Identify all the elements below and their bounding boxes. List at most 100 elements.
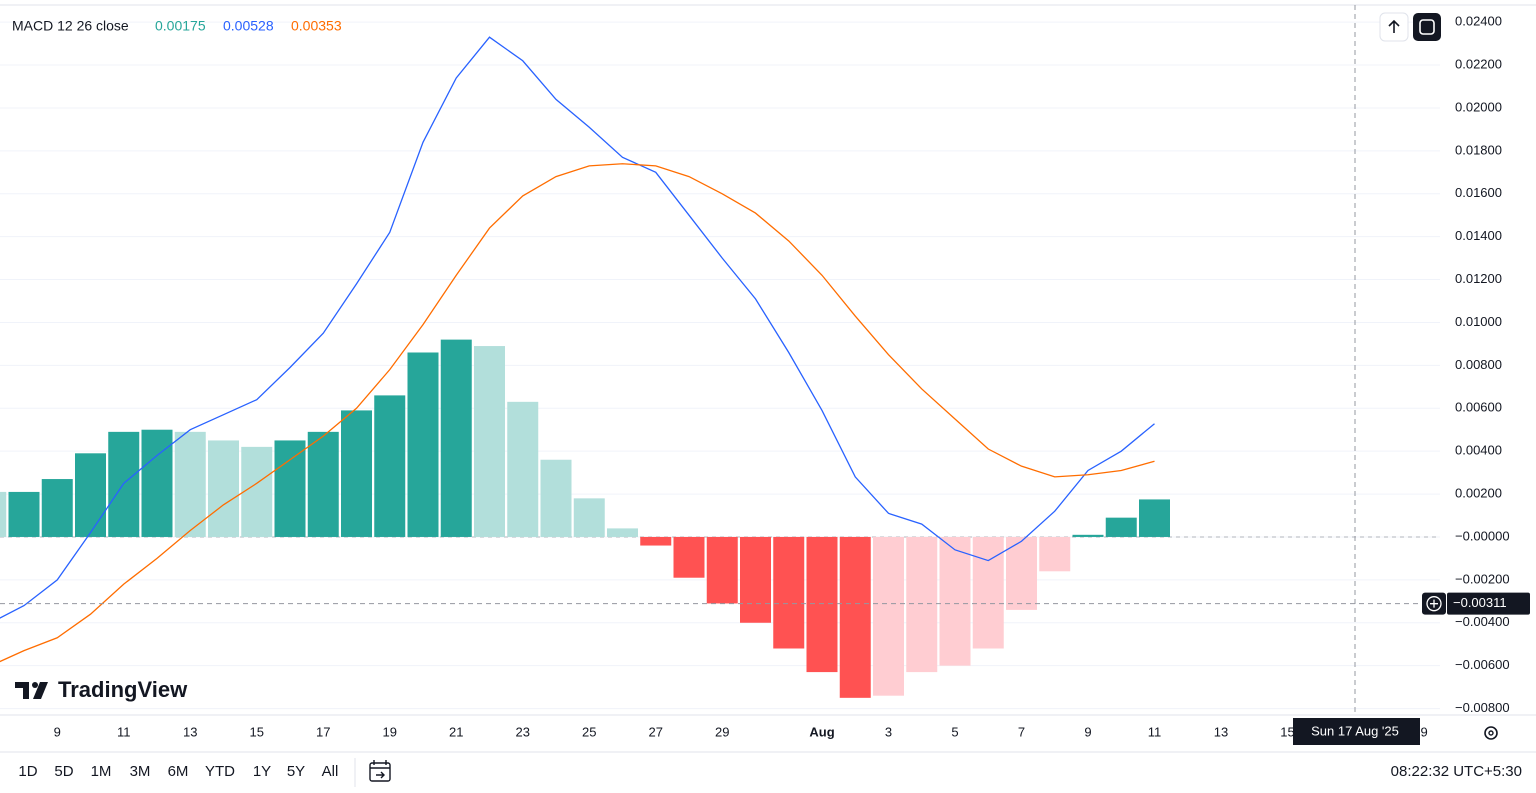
legend-value: 0.00353	[291, 18, 342, 34]
range-button[interactable]: 6M	[168, 763, 189, 780]
legend-value: 0.00175	[155, 18, 206, 34]
y-tick-label: 0.02200	[1455, 56, 1502, 71]
histogram-bar	[1072, 534, 1104, 537]
histogram-bar	[939, 536, 971, 666]
range-button[interactable]: 1M	[91, 763, 112, 780]
crosshair-date-label: Sun 17 Aug '25	[1311, 723, 1399, 738]
clock: 08:22:32 UTC+5:30	[1391, 763, 1522, 780]
crosshair-date-box	[1293, 718, 1420, 745]
y-tick-label: 0.01400	[1455, 228, 1502, 243]
histogram-bar	[75, 453, 106, 537]
histogram-bar	[208, 440, 239, 537]
histogram-bar	[440, 339, 472, 537]
x-tick-label: 27	[649, 724, 663, 739]
grid	[0, 21, 1440, 710]
crosshair-y-label-box	[1447, 592, 1530, 615]
histogram-bar	[906, 536, 938, 673]
y-tick-label: 0.02000	[1455, 99, 1502, 114]
y-tick-label: 0.00400	[1455, 443, 1502, 458]
line-series	[0, 36, 1155, 619]
y-tick-label: 0.01600	[1455, 185, 1502, 200]
x-tick-label: 11	[117, 724, 131, 739]
range-button[interactable]: 5Y	[287, 763, 305, 780]
x-tick-label: 17	[316, 724, 330, 739]
toolbar: 08:22:32 UTC+5:30 1D 5D 1M 3M 6M YTD 1Y 5Y All	[18, 763, 1522, 780]
histogram-bar	[341, 410, 372, 537]
crosshair-plus-icon	[1426, 596, 1442, 612]
histogram-bar	[1139, 499, 1170, 537]
y-tick-label: −0.00600	[1455, 657, 1510, 672]
histogram-bar	[740, 536, 771, 623]
histogram-bar	[1039, 536, 1071, 572]
settings-button[interactable]	[1484, 726, 1498, 740]
legend-value: 0.00528	[223, 18, 274, 34]
line-series	[0, 163, 1155, 663]
histogram-bar	[573, 498, 605, 537]
pane-buttons	[1379, 12, 1441, 42]
histogram-bar	[1105, 517, 1137, 537]
histogram-bar	[706, 536, 738, 604]
legend-title: MACD 12 26 close	[12, 18, 129, 34]
x-tick-label: 23	[516, 724, 530, 739]
scroll-up-button[interactable]	[1379, 12, 1409, 42]
logo	[32, 682, 38, 688]
histogram-bar	[839, 536, 871, 698]
histogram-bar	[806, 536, 838, 673]
histogram-bar	[41, 479, 73, 537]
x-tick-label: 11	[1148, 724, 1162, 739]
y-tick-label: −0.00000	[1455, 528, 1510, 543]
y-tick-label: 0.00200	[1455, 486, 1502, 501]
y-tick-label: 0.01200	[1455, 271, 1502, 286]
x-tick-label: 19	[383, 724, 397, 739]
histogram-bar	[873, 536, 904, 696]
histogram-bar	[607, 528, 638, 537]
range-button[interactable]: All	[322, 763, 339, 780]
y-tick-label: 0.01800	[1455, 142, 1502, 157]
histogram-bar	[241, 446, 273, 537]
histogram-bar	[174, 431, 206, 537]
x-tick-label: 3	[885, 724, 892, 739]
histogram-bar	[972, 536, 1004, 649]
histogram-bar	[540, 459, 572, 537]
histogram-bar	[1006, 536, 1037, 610]
range-button[interactable]: 3M	[130, 763, 151, 780]
histogram-bar	[474, 346, 505, 537]
x-tick-label: 5	[951, 724, 958, 739]
histogram-bar	[507, 401, 539, 537]
x-tick-label: 25	[582, 724, 596, 739]
x-tick-label: 7	[1018, 724, 1025, 739]
histogram-bar	[274, 440, 306, 537]
x-tick-label: 13	[183, 724, 197, 739]
plot-area	[0, 36, 1170, 698]
y-tick-label: −0.00400	[1455, 614, 1510, 629]
histogram-bar	[8, 491, 40, 537]
y-tick-label: 0.00800	[1455, 357, 1502, 372]
x-tick-label: 21	[449, 724, 463, 739]
crosshair-y-label: −0.00311	[1453, 595, 1507, 610]
overlay: 0.02400 0.02200 0.02000 0.01800 0.01600 0.014…	[0, 5, 1530, 745]
histogram-bar	[407, 352, 439, 537]
histogram-bar	[673, 536, 705, 578]
watermark: TradingView	[15, 677, 188, 702]
x-tick-label: 13	[1214, 724, 1228, 739]
y-tick-label: −0.00200	[1455, 571, 1510, 586]
x-tick-label: Aug	[809, 724, 834, 739]
range-button[interactable]: 5D	[54, 763, 73, 780]
histogram-bar	[307, 431, 339, 537]
range-button[interactable]: 1Y	[253, 763, 271, 780]
y-tick-label: −0.00800	[1455, 700, 1510, 715]
logo	[15, 682, 29, 699]
x-tick-label: 9	[1084, 724, 1091, 739]
histogram-bar	[141, 429, 173, 537]
x-tick-label: 15	[1280, 724, 1294, 739]
maximize-button[interactable]	[1413, 13, 1441, 41]
compare-button[interactable]	[369, 760, 391, 782]
x-tick-label: 9	[54, 724, 61, 739]
range-button[interactable]: 1D	[18, 763, 37, 780]
range-button[interactable]: YTD	[205, 763, 235, 780]
watermark-text: TradingView	[58, 677, 188, 702]
crosshair-plus-icon	[1430, 599, 1438, 608]
x-tick-label: 29	[715, 724, 729, 739]
